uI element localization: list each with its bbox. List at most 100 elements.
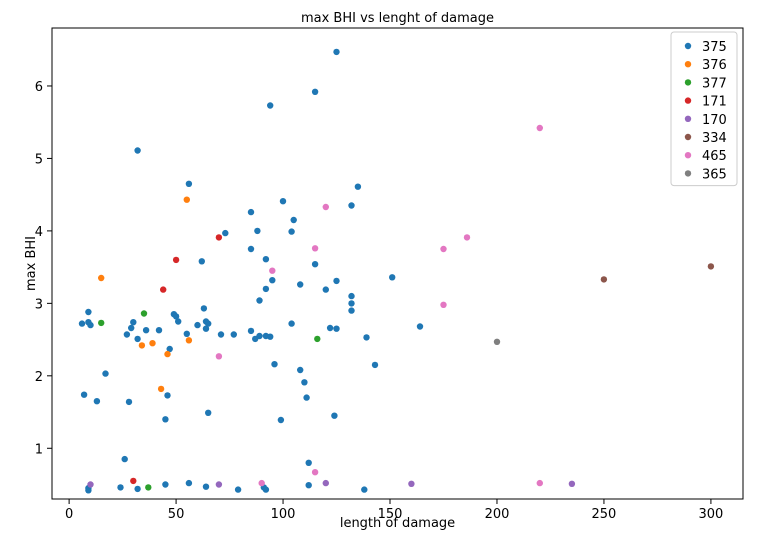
data-point-375 bbox=[348, 300, 355, 307]
data-point-375 bbox=[123, 331, 131, 338]
data-point-377 bbox=[98, 319, 105, 327]
data-point-375 bbox=[254, 227, 261, 235]
data-point-375 bbox=[205, 320, 212, 327]
data-point-376 bbox=[98, 274, 105, 282]
data-point-376 bbox=[164, 350, 171, 358]
data-point-465 bbox=[311, 469, 319, 476]
data-point-375 bbox=[311, 261, 319, 268]
legend-marker-171 bbox=[684, 97, 692, 104]
data-point-375 bbox=[175, 318, 182, 325]
data-point-375 bbox=[162, 481, 169, 488]
data-point-375 bbox=[134, 147, 141, 154]
data-point-375 bbox=[117, 484, 124, 491]
x-tick-label: 150 bbox=[378, 507, 403, 522]
legend: 375 376 377 171 170 334 465 365 bbox=[670, 31, 738, 187]
plot-frame bbox=[51, 27, 744, 500]
data-point-375 bbox=[230, 331, 237, 338]
data-point-375 bbox=[128, 324, 135, 332]
data-point-375 bbox=[142, 327, 150, 334]
data-point-375 bbox=[288, 228, 295, 235]
x-tick-label: 0 bbox=[65, 507, 73, 522]
data-point-375 bbox=[267, 333, 274, 340]
data-point-171 bbox=[160, 286, 167, 293]
data-point-171 bbox=[130, 477, 137, 485]
legend-label-377: 377 bbox=[702, 76, 727, 91]
data-point-375 bbox=[198, 258, 205, 265]
data-point-375 bbox=[172, 313, 180, 320]
data-point-375 bbox=[290, 216, 297, 224]
data-point-375 bbox=[331, 412, 338, 419]
data-point-375 bbox=[205, 409, 212, 416]
data-point-375 bbox=[348, 307, 355, 314]
data-point-375 bbox=[303, 394, 310, 401]
data-point-376 bbox=[185, 337, 193, 344]
data-point-375 bbox=[305, 482, 312, 489]
data-point-375 bbox=[271, 361, 278, 368]
data-point-375 bbox=[121, 455, 128, 463]
data-point-465 bbox=[440, 245, 447, 253]
data-point-465 bbox=[258, 479, 265, 487]
data-point-375 bbox=[389, 274, 396, 281]
data-point-375 bbox=[305, 459, 312, 466]
data-point-375 bbox=[279, 198, 287, 205]
data-point-375 bbox=[371, 361, 379, 369]
data-point-375 bbox=[183, 330, 190, 337]
data-point-465 bbox=[536, 479, 543, 487]
data-point-375 bbox=[247, 245, 255, 253]
data-point-465 bbox=[463, 234, 471, 241]
data-point-375 bbox=[164, 392, 171, 399]
data-point-375 bbox=[130, 319, 137, 326]
data-point-375 bbox=[166, 345, 173, 353]
data-point-170 bbox=[408, 480, 415, 487]
data-point-375 bbox=[297, 281, 304, 288]
data-point-376 bbox=[149, 340, 156, 347]
data-point-375 bbox=[288, 320, 295, 327]
y-tick-label: 2 bbox=[35, 370, 43, 385]
data-point-375 bbox=[185, 479, 193, 487]
data-point-375 bbox=[202, 483, 210, 490]
data-point-375 bbox=[87, 321, 94, 329]
data-point-375 bbox=[363, 334, 370, 341]
data-point-375 bbox=[93, 398, 101, 405]
data-point-375 bbox=[297, 366, 304, 374]
data-point-171 bbox=[215, 234, 223, 241]
legend-box bbox=[670, 31, 738, 187]
y-tick-label: 3 bbox=[35, 297, 43, 312]
data-point-375 bbox=[348, 292, 355, 300]
data-point-170 bbox=[322, 479, 329, 487]
data-points bbox=[78, 48, 715, 494]
data-point-465 bbox=[440, 301, 447, 308]
data-point-375 bbox=[162, 416, 169, 423]
legend-label-170: 170 bbox=[702, 113, 727, 128]
data-point-465 bbox=[215, 353, 223, 360]
data-point-375 bbox=[333, 48, 340, 56]
data-point-170 bbox=[215, 481, 223, 488]
data-point-376 bbox=[157, 385, 165, 393]
data-point-170 bbox=[87, 481, 94, 488]
data-point-375 bbox=[333, 325, 340, 332]
legend-marker-375 bbox=[684, 42, 692, 50]
legend-label-365: 365 bbox=[702, 167, 727, 182]
legend-label-465: 465 bbox=[702, 149, 727, 164]
y-tick-label: 4 bbox=[35, 225, 43, 240]
x-axis: 0 50 100 150 200 250 300 bbox=[65, 499, 723, 522]
data-point-375 bbox=[267, 102, 274, 109]
legend-marker-377 bbox=[684, 79, 692, 86]
legend-label-375: 375 bbox=[702, 40, 727, 55]
data-point-465 bbox=[269, 267, 276, 274]
legend-label-376: 376 bbox=[702, 58, 727, 73]
data-point-375 bbox=[185, 180, 193, 187]
data-point-375 bbox=[155, 327, 163, 334]
data-point-375 bbox=[125, 398, 133, 406]
data-point-171 bbox=[172, 256, 180, 264]
data-point-376 bbox=[183, 196, 190, 203]
data-point-375 bbox=[262, 486, 270, 493]
data-point-465 bbox=[322, 203, 329, 211]
data-point-375 bbox=[78, 320, 86, 327]
y-tick-label: 6 bbox=[35, 80, 43, 95]
data-point-375 bbox=[134, 485, 141, 493]
data-point-377 bbox=[314, 335, 321, 343]
data-point-377 bbox=[140, 310, 148, 317]
